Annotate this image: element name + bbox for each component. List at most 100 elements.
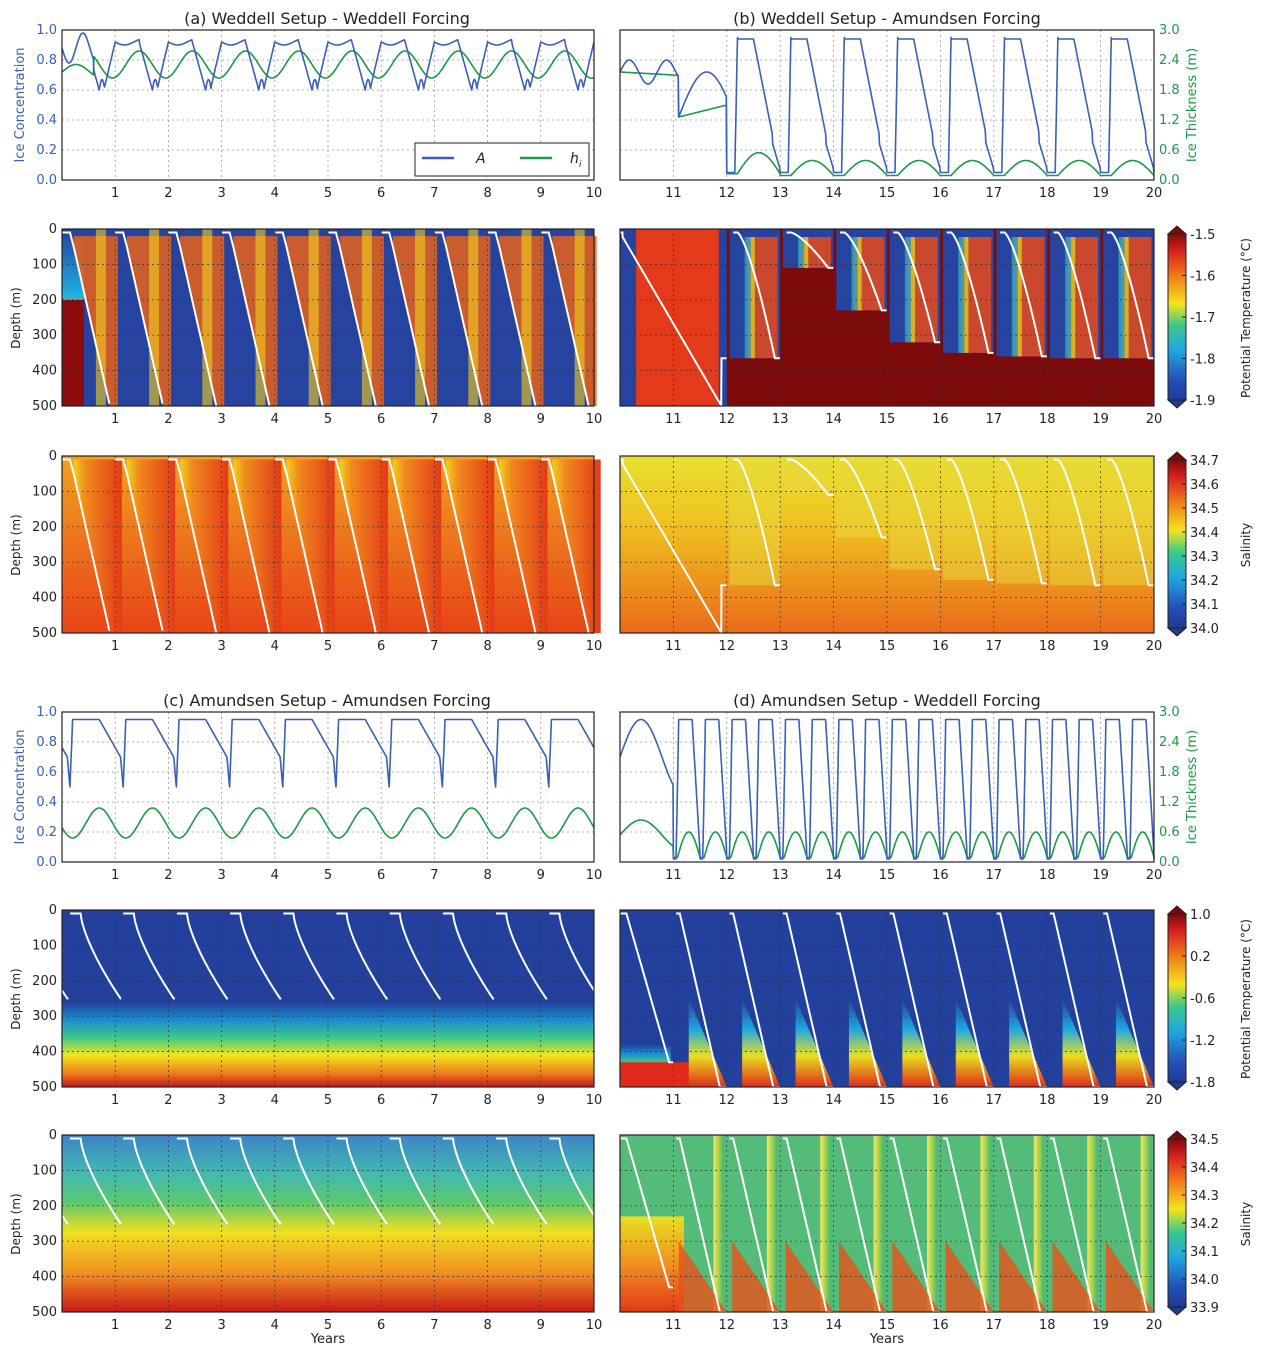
mixed-layer-line [381, 231, 431, 407]
x-tick-label: 18 [1039, 412, 1056, 427]
warm-stripe-edge [95, 229, 106, 406]
heatmap-bT-stripes [636, 229, 1154, 406]
warm-stripe [392, 236, 438, 406]
series-A-line [619, 718, 1155, 860]
mixed-layer-line [946, 458, 994, 581]
x-tick-label: 20 [1146, 186, 1163, 201]
colorbar-tick-label: -1.7 [1190, 311, 1215, 326]
axes-frames [61, 29, 1155, 1313]
x-tick-label: 18 [1039, 868, 1056, 883]
x-tick-label: 15 [879, 639, 896, 654]
mixed-layer-line [840, 458, 887, 539]
mixed-layer-line [442, 1137, 494, 1225]
y2-tick-label: 1.8 [1159, 765, 1180, 780]
mixed-layer-line [782, 912, 834, 1088]
x-tick-label: 12 [719, 1093, 736, 1108]
fresh-region [836, 456, 887, 538]
warm-wedge [742, 998, 781, 1087]
x-tick-label: 14 [825, 186, 842, 201]
y-tick-label: 300 [32, 328, 57, 343]
yellow-edge [857, 237, 862, 311]
y-tick-label: 0 [49, 1128, 57, 1143]
legend-entry-hi-sub: i [579, 160, 582, 170]
mixed-layer-line [676, 912, 727, 1088]
x-tick-label: 17 [986, 412, 1003, 427]
mixed-layer-line [123, 912, 175, 1000]
warm-stripe-edge [415, 229, 426, 406]
mixed-layer-line [222, 231, 271, 407]
x-tick-label: 7 [430, 412, 438, 427]
mixed-layer-line [176, 912, 228, 1000]
colorbar-tick-label: 34.3 [1190, 550, 1219, 565]
fresh-stripe [873, 1135, 884, 1312]
x-tick-label: 13 [772, 1318, 789, 1333]
x-tick-label: 3 [217, 186, 225, 201]
fresh-stripe [1087, 1135, 1098, 1312]
warm-stripe-edge [521, 229, 532, 406]
colorbar-tick-label: -1.8 [1190, 1076, 1215, 1091]
warm-stripe-edge [468, 229, 479, 406]
fresh-stripe [927, 1135, 938, 1312]
x-tick-label: 15 [879, 186, 896, 201]
fresh-region [943, 456, 994, 580]
cbar-label-sal-weddell: Salinity [1239, 523, 1253, 567]
x-tick-label: 3 [217, 639, 225, 654]
fresh-stripe [1033, 1135, 1044, 1312]
mixed-layer-line [1103, 912, 1154, 1088]
mixed-layer-line [1000, 231, 1047, 358]
y-tick-label: 300 [32, 1009, 57, 1024]
fresh-region [782, 456, 834, 495]
x-tick-label: 18 [1039, 1093, 1056, 1108]
cool-edge [798, 237, 805, 268]
colorbar-tick-label: 34.5 [1190, 502, 1219, 517]
mixed-layer-line [1103, 1137, 1154, 1313]
x-tick-label: 14 [825, 1093, 842, 1108]
mixed-layer-line [620, 231, 727, 409]
colorbar-extend-min [1166, 1081, 1188, 1091]
x-tick-label: 15 [879, 412, 896, 427]
x-tick-label: 1 [111, 868, 119, 883]
tick-labels: 1 2 3 4 5 6 7 8 9 100.00.20.40.60.81.011 12 13 14 15 1… [32, 23, 1219, 1333]
yellow-edge [1017, 237, 1022, 357]
cbar-label-sal-amundsen: Salinity [1239, 1202, 1253, 1246]
mixed-layer-line [549, 1137, 595, 1216]
y-tick-label: 200 [32, 293, 57, 308]
x-tick-label: 9 [537, 186, 545, 201]
ylabel-a: Ice Concentration [13, 47, 28, 162]
panel-a-title: (a) Weddell Setup - Weddell Forcing [184, 9, 470, 28]
fresh-region [1049, 456, 1101, 586]
colorbar-tick-label: 34.0 [1190, 1273, 1219, 1288]
salty-stripe [446, 459, 495, 633]
x-tick-label: 16 [932, 868, 949, 883]
x-tick-label: 13 [772, 1093, 789, 1108]
mixed-layer-line [496, 912, 548, 1000]
x-tick-label: 14 [825, 639, 842, 654]
colorbar-tick-label: -0.6 [1190, 992, 1215, 1007]
x-tick-label: 2 [164, 1093, 172, 1108]
y-tick-label: 100 [32, 1163, 57, 1178]
mixed-layer-line [488, 231, 537, 407]
y2-tick-label: 1.8 [1159, 83, 1180, 98]
x-tick-label: 14 [825, 412, 842, 427]
y-tick-label: 0.4 [36, 795, 57, 810]
mixed-layer-line [70, 1137, 122, 1225]
mixed-layer-line [786, 231, 834, 269]
mixed-layer-line [541, 231, 590, 407]
warm-stripe-edge [361, 229, 372, 406]
colorbar-tick-label: -1.8 [1190, 353, 1215, 368]
colorbar-tick-label: 34.2 [1190, 574, 1219, 589]
x-tick-label: 4 [271, 1093, 279, 1108]
mixed-layer-line [946, 231, 994, 354]
x-tick-label: 6 [377, 1318, 385, 1333]
mixed-layer-line [782, 1137, 834, 1313]
y-tick-label: 0.6 [36, 83, 57, 98]
mixed-layer-line [222, 458, 271, 634]
x-tick-label: 12 [719, 868, 736, 883]
warm-stripe [286, 236, 331, 406]
x-tick-label: 15 [879, 1093, 896, 1108]
mixed-layer-line [1049, 1137, 1101, 1313]
x-tick-label: 13 [772, 186, 789, 201]
yellow-edge [804, 237, 809, 268]
mixed-layer-line [836, 1137, 887, 1313]
